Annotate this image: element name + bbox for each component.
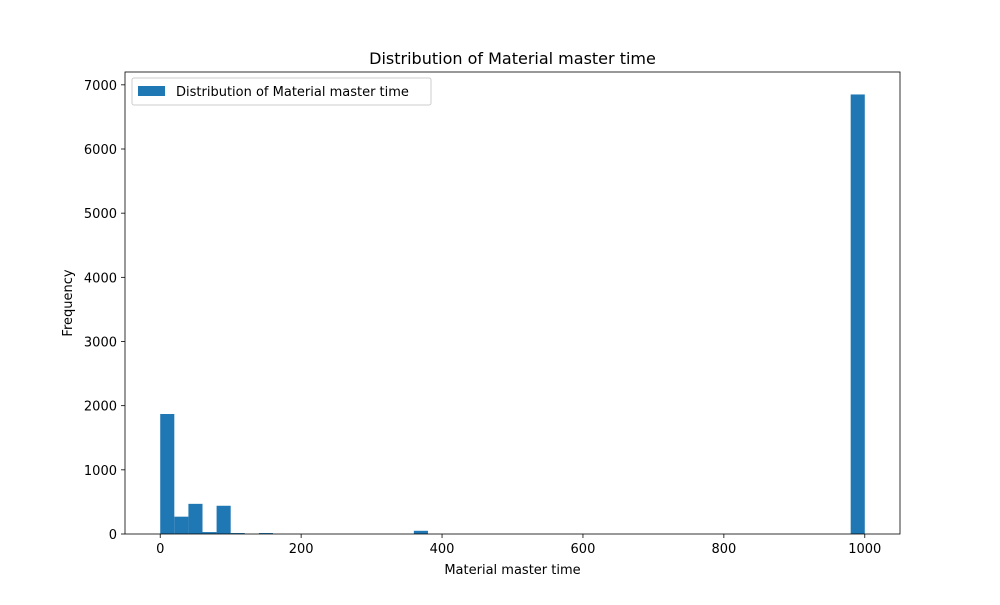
- histogram-bar: [174, 516, 189, 534]
- y-axis-ticks: 0 1000 2000 3000 4000 5000 6000 7000: [84, 79, 125, 543]
- y-axis-label: Frequency: [61, 269, 76, 336]
- histogram-bar: [230, 533, 245, 534]
- histogram-bar: [258, 533, 273, 534]
- legend-entry-label: Distribution of Material master time: [176, 85, 409, 100]
- y-tick-label: 0: [109, 528, 117, 543]
- bars-group: [160, 94, 865, 534]
- x-axis-label: Material master time: [444, 563, 580, 578]
- chart-title: Distribution of Material master time: [369, 49, 656, 68]
- x-tick-label: 200: [289, 542, 314, 557]
- y-tick-label: 7000: [84, 79, 117, 94]
- histogram-bar: [160, 414, 175, 534]
- x-tick-label: 0: [156, 542, 164, 557]
- histogram-bar: [413, 530, 428, 534]
- histogram-bar: [216, 505, 231, 534]
- y-tick-label: 5000: [84, 207, 117, 222]
- x-axis-ticks: 0 200 400 600 800 1000: [156, 534, 881, 557]
- y-tick-label: 6000: [84, 143, 117, 158]
- y-tick-label: 1000: [84, 464, 117, 479]
- histogram-bar: [202, 532, 217, 534]
- histogram-bar: [188, 503, 203, 534]
- legend: Distribution of Material master time: [131, 77, 432, 106]
- y-tick-label: 2000: [84, 400, 117, 415]
- x-tick-label: 800: [711, 542, 736, 557]
- histogram-bar: [850, 94, 865, 534]
- y-tick-label: 3000: [84, 336, 117, 351]
- legend-box: [131, 77, 432, 106]
- y-tick-label: 4000: [84, 271, 117, 286]
- x-tick-label: 600: [571, 542, 596, 557]
- x-tick-label: 400: [430, 542, 455, 557]
- plot-frame: [124, 71, 901, 535]
- x-tick-label: 1000: [848, 542, 881, 557]
- legend-swatch: [138, 86, 165, 96]
